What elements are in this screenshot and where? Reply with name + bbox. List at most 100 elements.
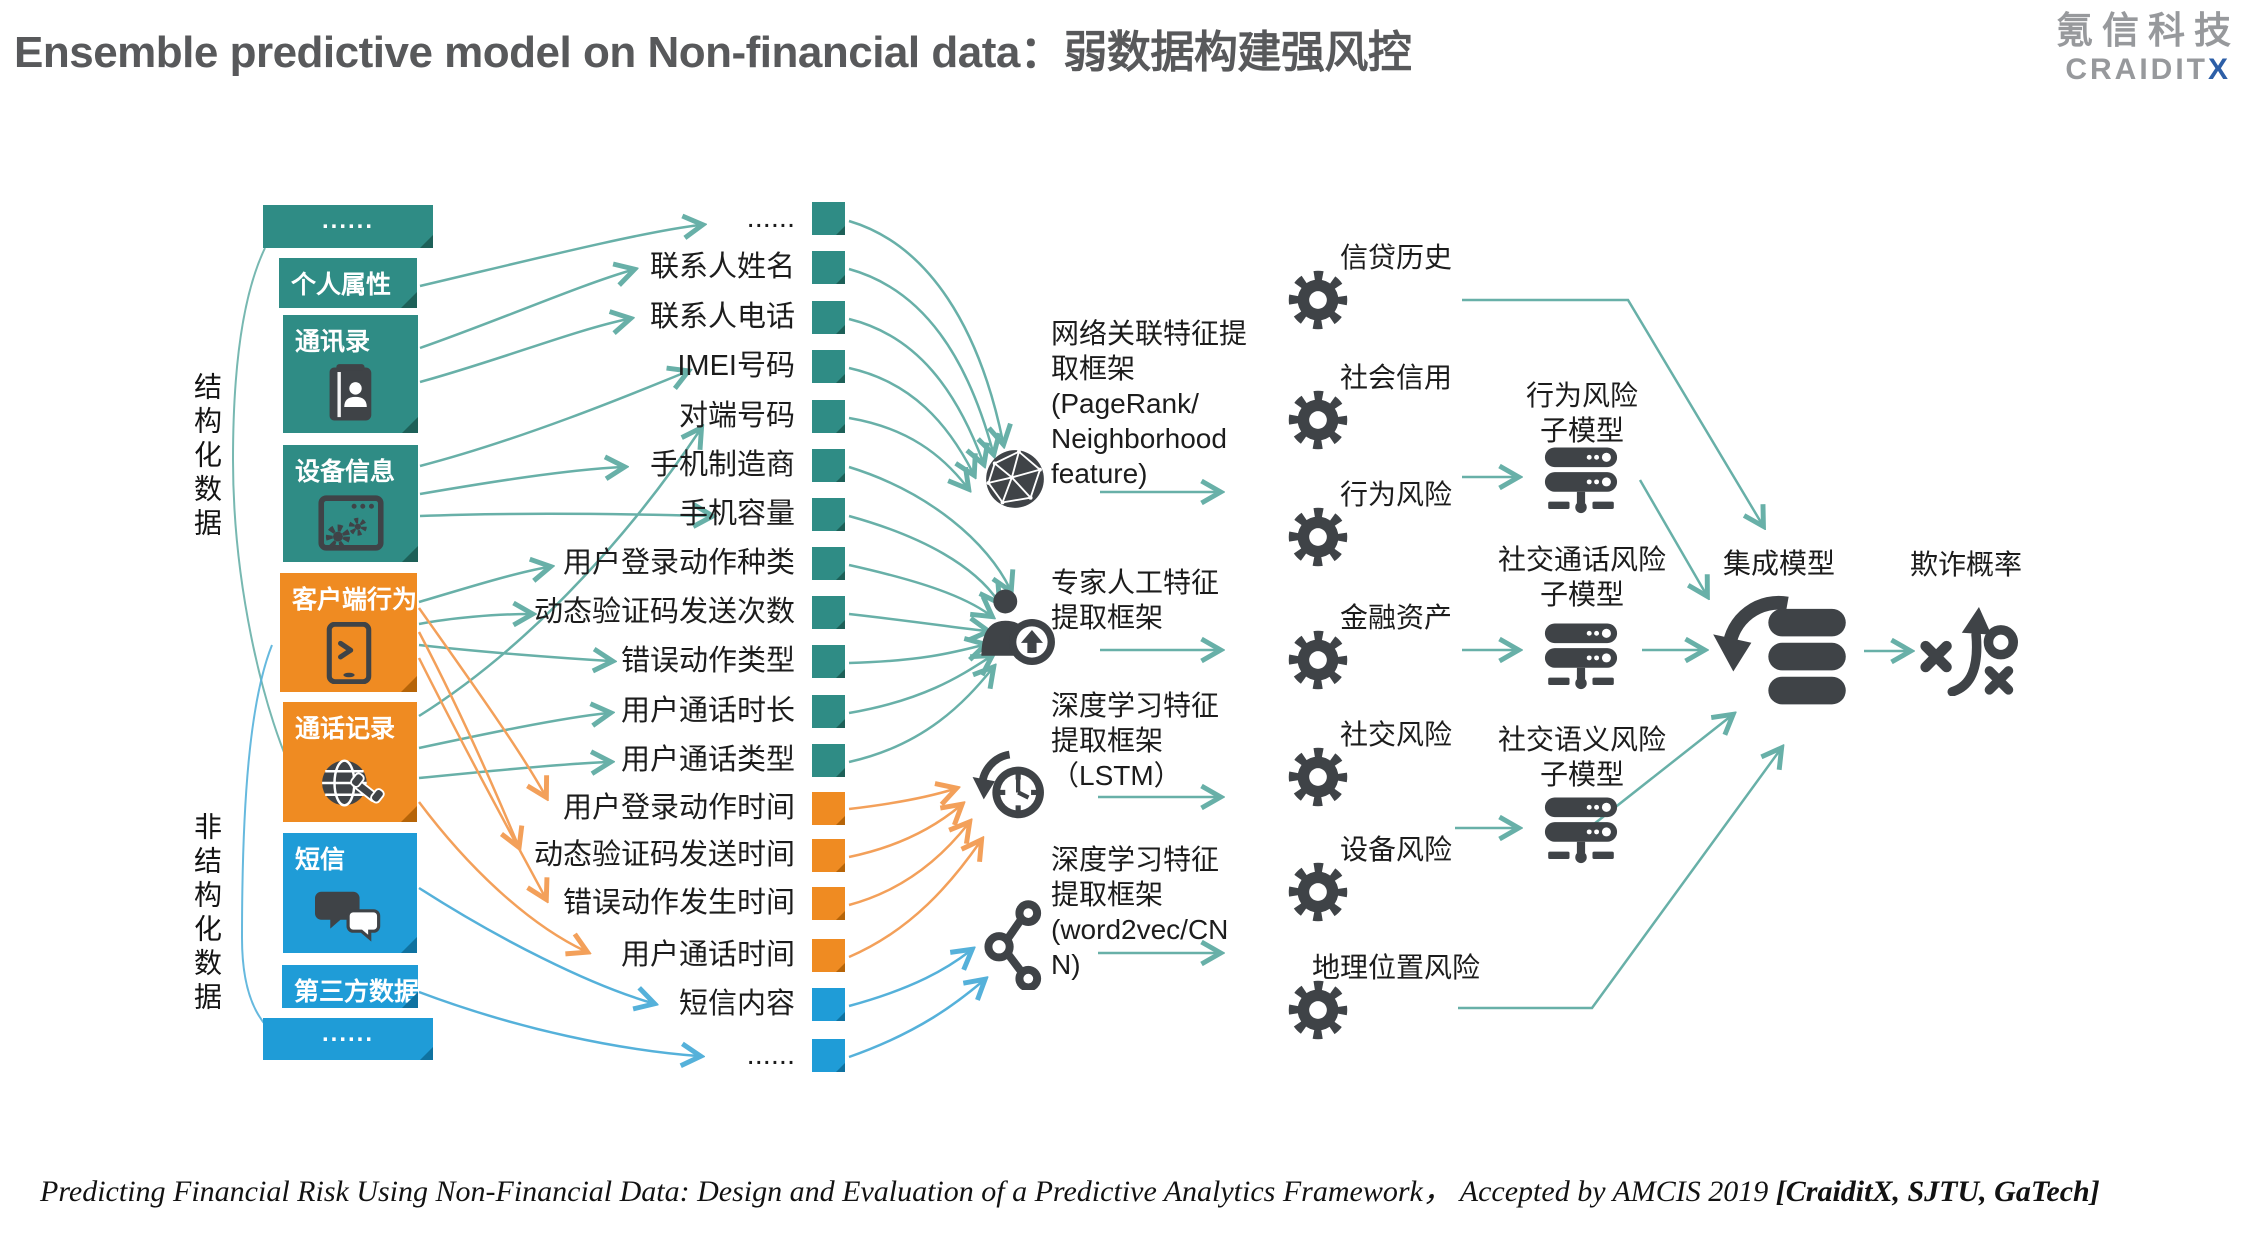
- source-box-label: 客户端行为: [292, 586, 418, 614]
- risk-factor-label: 地理位置风险: [1311, 952, 1480, 983]
- feature-square: [812, 939, 845, 972]
- address-book-icon: [316, 363, 386, 425]
- feature-square: [812, 350, 845, 383]
- logo-chinese-text: 氪信科技: [2056, 10, 2240, 51]
- feature-square: [812, 596, 845, 629]
- feature-label: 动态验证码发送时间: [533, 839, 795, 871]
- company-logo: 氪信科技 CRAIDITX: [2056, 10, 2231, 87]
- submodel-server-icon: [1540, 436, 1622, 518]
- source-box-label: ......: [321, 207, 374, 234]
- gear-icon: [1284, 858, 1352, 926]
- feature-square: [812, 887, 845, 920]
- source-box: ......: [263, 205, 433, 248]
- feature-label: ......: [746, 1039, 795, 1071]
- source-box-label: ......: [321, 1020, 374, 1047]
- slide-title: Ensemble predictive model on Non-financi…: [14, 28, 1412, 77]
- source-box-label: 设备信息: [295, 458, 396, 486]
- feature-label: ......: [746, 202, 795, 234]
- feature-label: 动态验证码发送次数: [533, 596, 795, 628]
- gear-icon: [1284, 626, 1352, 694]
- risk-factor-label: 信贷历史: [1339, 242, 1452, 273]
- globe-phone-icon: [315, 752, 385, 814]
- feature-square: [812, 449, 845, 482]
- feature-label: 联系人电话: [649, 301, 795, 333]
- feature-label: 用户登录动作时间: [562, 792, 795, 824]
- ensemble-model-icon: [1710, 594, 1850, 716]
- feature-square: [812, 645, 845, 678]
- feature-square: [812, 498, 845, 531]
- feature-square: [812, 839, 845, 872]
- source-box: 客户端行为: [280, 573, 417, 692]
- feature-square: [812, 202, 845, 235]
- history-clock-icon: [970, 746, 1056, 832]
- source-box: 短信: [283, 833, 417, 953]
- feature-square: [812, 792, 845, 825]
- feature-label: 短信内容: [678, 988, 795, 1020]
- chat-icon: [315, 883, 385, 945]
- feature-square: [812, 400, 845, 433]
- feature-label: IMEI号码: [677, 350, 795, 382]
- gear-icon: [1284, 503, 1352, 571]
- submodel-server-icon: [1540, 612, 1622, 694]
- source-box-label: 通话记录: [295, 715, 396, 743]
- risk-factor-label: 行为风险: [1339, 479, 1452, 510]
- feature-square: [812, 547, 845, 580]
- feature-label: 用户通话时间: [620, 939, 795, 971]
- citation-affiliations: [CraiditX, SJTU, GaTech]: [1775, 1175, 2100, 1208]
- feature-label: 用户通话类型: [620, 744, 795, 776]
- strategy-icon: [1918, 600, 2018, 697]
- citation-text: Predicting Financial Risk Using Non-Fina…: [40, 1175, 1776, 1208]
- framework-label: 专家人工特征 提取框架: [1051, 567, 1220, 633]
- logo-x-mark: X: [2207, 52, 2231, 86]
- source-box-label: 通讯录: [295, 328, 371, 356]
- feature-label: 用户登录动作种类: [562, 547, 795, 579]
- submodel-label: 行为风险 子模型: [1525, 380, 1638, 446]
- gear-icon: [1284, 386, 1352, 454]
- expert-person-icon: [974, 584, 1066, 676]
- source-box: 设备信息: [283, 445, 418, 562]
- risk-factor-label: 设备风险: [1339, 834, 1452, 865]
- feature-label: 对端号码: [678, 400, 795, 432]
- feature-label: 联系人姓名: [649, 251, 795, 283]
- gear-icon: [1284, 976, 1352, 1044]
- feature-label: 错误动作类型: [620, 645, 795, 677]
- ensemble-model-label: 集成模型: [1722, 548, 1835, 579]
- feature-square: [812, 251, 845, 284]
- feature-square: [812, 695, 845, 728]
- feature-label: 手机容量: [678, 498, 795, 530]
- group-label-unstructured: 非结构化数据: [191, 812, 222, 1016]
- feature-label: 错误动作发生时间: [562, 887, 795, 919]
- feature-square: [812, 1039, 845, 1072]
- tablet-icon: [314, 621, 384, 685]
- share-graph-icon: [984, 900, 1046, 992]
- source-box-label: 个人属性: [291, 271, 392, 299]
- group-label-structured: 结构化数据: [191, 372, 222, 542]
- feature-square: [812, 744, 845, 777]
- device-window-icon: [316, 492, 386, 554]
- risk-factor-label: 社会信用: [1339, 362, 1452, 393]
- framework-label: 深度学习特征 提取框架 （LSTM）: [1051, 690, 1220, 791]
- network-globe-icon: [976, 440, 1054, 518]
- gear-icon: [1284, 266, 1352, 334]
- logo-english-text: CRAIDITX: [2065, 52, 2231, 86]
- source-box: 通话记录: [283, 702, 417, 822]
- risk-factor-label: 社交风险: [1339, 719, 1452, 750]
- feature-label: 手机制造商: [649, 449, 795, 481]
- framework-label: 网络关联特征提 取框架 (PageRank/Neighborhood feature): [1051, 318, 1248, 489]
- source-box: 通讯录: [283, 315, 418, 433]
- source-box: 第三方数据: [282, 965, 420, 1008]
- submodel-server-icon: [1540, 786, 1622, 868]
- feature-square: [812, 988, 845, 1021]
- risk-factor-label: 金融资产: [1339, 602, 1452, 633]
- submodel-label: 社交通话风险 子模型: [1497, 544, 1666, 610]
- source-box: ......: [263, 1018, 433, 1060]
- framework-label: 深度学习特征 提取框架 (word2vec/CN N): [1051, 844, 1229, 980]
- source-box-label: 第三方数据: [294, 978, 420, 1006]
- submodel-label: 社交语义风险 子模型: [1497, 724, 1666, 790]
- feature-square: [812, 301, 845, 334]
- citation: Predicting Financial Risk Using Non-Fina…: [40, 1166, 2250, 1210]
- feature-label: 用户通话时长: [620, 695, 795, 727]
- gear-icon: [1284, 743, 1352, 811]
- source-box: 个人属性: [279, 258, 417, 308]
